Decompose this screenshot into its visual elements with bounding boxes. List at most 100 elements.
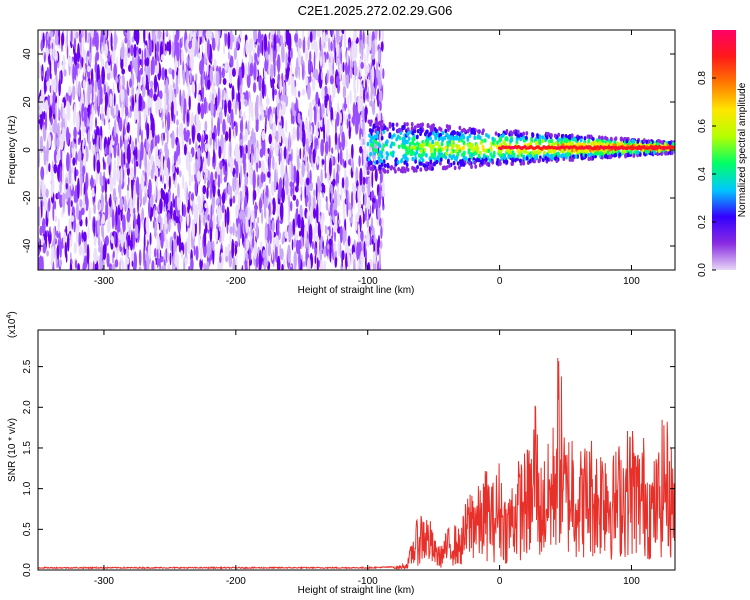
noise-speckle (329, 50, 333, 70)
noise-speckle (241, 115, 243, 133)
noise-speckle (44, 99, 49, 116)
noise-speckle (370, 216, 374, 229)
noise-speckle (301, 161, 305, 178)
noise-speckle (267, 40, 270, 56)
noise-speckle (201, 134, 205, 154)
noise-speckle (285, 171, 289, 189)
noise-speckle (188, 265, 191, 270)
noise-speckle (340, 182, 343, 203)
noise-speckle (344, 61, 348, 76)
noise-speckle (73, 126, 77, 140)
noise-speckle (149, 194, 154, 208)
noise-speckle (48, 163, 51, 173)
noise-speckle (43, 148, 46, 166)
noise-speckle (144, 152, 148, 173)
signal-cell (441, 165, 445, 171)
noise-speckle (222, 89, 225, 98)
noise-speckle (296, 169, 300, 189)
noise-speckle (312, 208, 317, 219)
signal-cell (545, 132, 549, 137)
noise-speckle (100, 30, 104, 43)
noise-speckle (46, 250, 49, 257)
noise-speckle (193, 245, 196, 257)
noise-speckle (377, 48, 381, 64)
noise-speckle (289, 200, 293, 212)
noise-speckle (156, 248, 159, 269)
signal-cell (624, 153, 627, 158)
noise-speckle (218, 225, 222, 232)
noise-speckle (78, 244, 83, 256)
noise-speckle (202, 30, 206, 38)
noise-speckle (173, 96, 177, 115)
noise-speckle (221, 67, 225, 79)
noise-speckle (164, 92, 167, 107)
noise-speckle (110, 32, 113, 51)
noise-speckle (239, 138, 244, 147)
noise-speckle (204, 143, 208, 153)
signal-cell (574, 138, 577, 143)
colorbar-gradient (712, 30, 736, 270)
noise-speckle (366, 43, 369, 63)
noise-speckle (353, 30, 358, 40)
noise-speckle (79, 199, 83, 208)
noise-speckle (230, 34, 235, 43)
noise-speckle (266, 195, 268, 209)
noise-speckle (214, 178, 217, 186)
noise-speckle (281, 187, 286, 204)
signal-cell (614, 152, 617, 158)
noise-speckle (91, 104, 95, 119)
noise-speckle (357, 223, 361, 244)
signal-cell (467, 148, 471, 154)
noise-speckle (168, 39, 172, 56)
noise-speckle (373, 251, 377, 265)
noise-speckle (381, 179, 385, 197)
noise-speckle (39, 95, 43, 115)
noise-speckle (176, 84, 179, 95)
noise-speckle (113, 63, 117, 81)
noise-speckle (113, 30, 117, 51)
signal-cell (528, 159, 532, 164)
signal-cell (367, 157, 371, 162)
noise-speckle (99, 135, 102, 152)
noise-speckle (335, 250, 338, 258)
noise-speckle (352, 159, 355, 172)
noise-speckle (198, 200, 201, 212)
noise-speckle (214, 171, 218, 180)
noise-speckle (377, 239, 380, 255)
signal-cell (458, 132, 461, 137)
noise-speckle (112, 167, 117, 188)
signal-cell (413, 125, 417, 130)
noise-speckle (292, 194, 297, 201)
noise-speckle (56, 136, 60, 150)
signal-cell (515, 136, 519, 142)
signal-cell (525, 156, 529, 161)
signal-cell (444, 145, 448, 151)
noise-speckle (173, 30, 175, 44)
noise-speckle (88, 207, 92, 221)
noise-speckle (45, 188, 49, 198)
noise-speckle (251, 237, 255, 248)
noise-speckle (353, 64, 358, 77)
signal-cell (656, 151, 660, 157)
signal-cell (664, 151, 667, 156)
noise-speckle (290, 134, 293, 147)
noise-speckle (62, 54, 66, 75)
noise-speckle (46, 66, 50, 82)
noise-speckle (220, 137, 223, 147)
noise-speckle (99, 85, 103, 101)
noise-speckle (177, 183, 180, 198)
noise-speckle (53, 78, 57, 91)
noise-speckle (380, 225, 383, 240)
noise-speckle (138, 93, 142, 112)
noise-speckle (38, 206, 41, 227)
noise-speckle (285, 144, 289, 165)
signal-cell (647, 142, 651, 147)
noise-speckle (229, 139, 232, 159)
noise-speckle (265, 114, 268, 127)
signal-cell (531, 132, 535, 138)
noise-speckle (333, 209, 338, 217)
noise-speckle (302, 63, 304, 81)
noise-speckle (302, 30, 305, 41)
noise-speckle (253, 240, 258, 260)
snr-x-tick-label: -300 (94, 576, 114, 587)
